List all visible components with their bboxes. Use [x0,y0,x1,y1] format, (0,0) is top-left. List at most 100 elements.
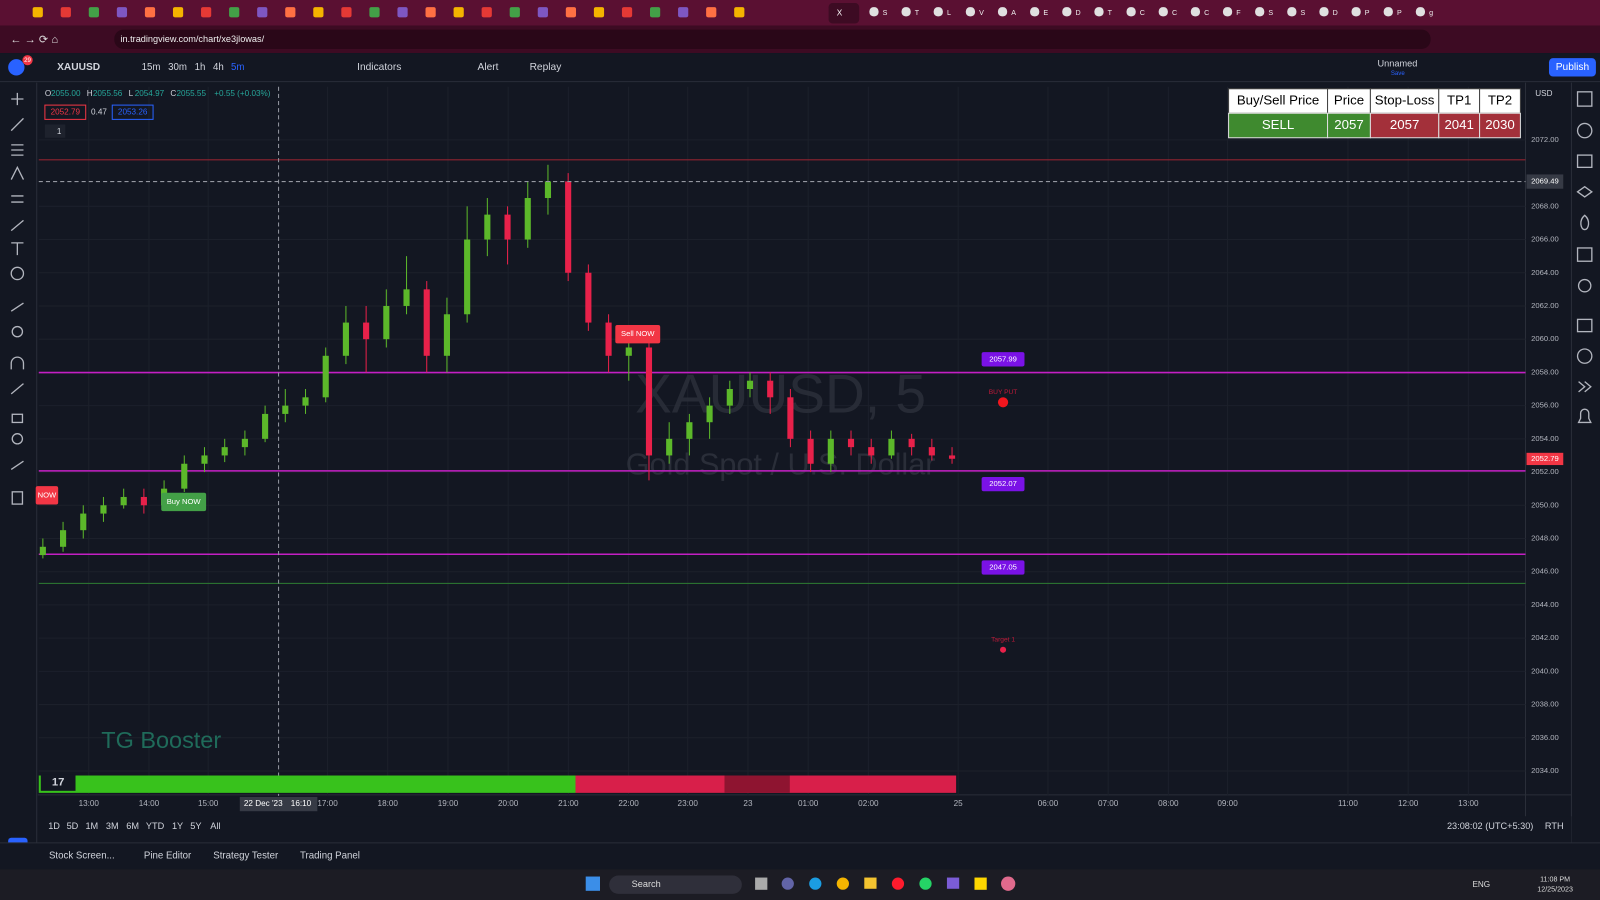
user-avatar[interactable] [8,59,25,76]
tab-icon[interactable] [678,7,689,18]
panel-tab[interactable]: Trading Panel [300,851,360,862]
taskbar-apps[interactable] [755,876,1016,891]
tab-icon[interactable] [88,7,99,18]
nav-buttons[interactable]: ← → ⟳ ⌂ [10,34,58,46]
tab-icon[interactable] [116,7,128,18]
tab-icon[interactable] [621,7,633,18]
tool-icons[interactable] [10,92,25,505]
tab-icon[interactable] [341,7,352,18]
tab-icon[interactable] [1415,7,1425,17]
range-button[interactable]: 1Y [172,821,183,831]
range-button[interactable]: YTD [146,821,165,831]
tab-icon[interactable] [201,7,212,18]
url-field[interactable] [114,29,1431,49]
tab-title: V [979,9,984,17]
sidebar-icons[interactable] [1576,91,1593,424]
tab-icon[interactable] [1351,7,1361,17]
table-header-cell [1369,88,1440,114]
tab-icon[interactable] [397,7,408,18]
active-tab[interactable] [828,3,860,24]
tab-icon[interactable] [369,7,380,18]
interval[interactable]: 5m [231,62,244,73]
tab-icon[interactable] [565,7,577,18]
interval[interactable]: 1h [195,62,206,73]
range-button[interactable]: 6M [126,821,139,831]
candle-body [706,405,713,423]
session[interactable]: RTH [1545,821,1564,831]
search-box[interactable] [609,875,742,894]
interval[interactable]: 4h [213,62,224,73]
candle-body [241,438,248,448]
table-cell [1369,112,1440,139]
interval[interactable]: 30m [168,62,187,73]
indicator-toggle[interactable] [44,124,66,138]
replay-button[interactable]: Replay [530,62,563,73]
publish-button[interactable] [1548,58,1596,77]
level-label-box [981,560,1025,575]
tab-icon[interactable] [172,7,184,18]
tab-icon[interactable] [1383,7,1393,17]
currency[interactable]: USD [1535,89,1552,98]
symbol[interactable]: XAUUSD [57,62,100,73]
tab-icon[interactable] [537,7,548,18]
indicators-button[interactable]: Indicators [357,62,401,73]
tab-icon[interactable] [229,7,240,18]
tab-icon[interactable] [60,7,71,18]
tab-icon[interactable] [901,7,911,17]
tab-icon[interactable] [997,7,1008,17]
alert-button[interactable]: Alert [478,62,499,73]
range-button[interactable]: 5Y [190,821,201,831]
range-button[interactable]: 1D [48,821,60,831]
panel-tab[interactable]: Pine Editor [144,851,192,862]
range-button[interactable]: 3M [106,821,119,831]
table-cell [1438,112,1481,139]
tab-icon[interactable] [1062,7,1072,17]
tab-icon[interactable] [453,7,464,18]
panel-tab[interactable]: Strategy Tester [213,851,279,862]
tab-icon[interactable] [257,7,268,18]
tab-icon[interactable] [933,7,943,17]
layout-name[interactable]: Unnamed [1378,59,1418,69]
tab-icon[interactable] [1222,7,1233,17]
tab-icon[interactable] [144,7,156,18]
candle-body [807,438,814,464]
start-button[interactable] [585,876,600,891]
panel-tab[interactable]: Stock Screen... [49,851,115,862]
tab-icon[interactable] [1319,7,1329,17]
legend: O 2055.00 H 2055.56 L 2054.97 C 2055.55 +0.55 (+… [45,89,271,98]
tab-icon[interactable] [965,7,975,17]
tab-icon[interactable] [593,7,605,18]
description-watermark: Gold Spot / U.S. Dollar [626,447,936,481]
tab-icon[interactable] [509,7,520,18]
y-tick-label: 2066.00 [1531,235,1559,244]
table-value: SELL [1262,117,1294,132]
tab-icon[interactable] [734,7,745,18]
tab-icon[interactable] [1030,7,1040,17]
ask-box [111,104,154,120]
language[interactable]: ENG [1472,880,1490,889]
tab-icon[interactable] [706,7,717,18]
interval[interactable]: 15m [142,62,161,73]
x-tick-label: 07:00 [1098,799,1119,808]
tab-icon[interactable] [1126,7,1136,17]
tab-icon[interactable] [1158,7,1168,17]
table-header: TP1 [1447,93,1471,108]
tab-icon[interactable] [313,7,324,18]
tab-icon[interactable] [650,7,661,18]
candle-body [605,322,612,356]
tab-icon[interactable] [1287,7,1297,17]
tab-icon[interactable] [425,7,436,18]
tab-icon[interactable] [869,7,879,17]
range-button[interactable]: 5D [67,821,79,831]
range-button[interactable]: All [210,821,220,831]
range-button[interactable]: 1M [85,821,98,831]
y-tick-label: 2048.00 [1531,534,1559,543]
ohlc-value: 2054.97 [135,89,165,98]
tab-icon[interactable] [285,7,296,18]
tab-icon[interactable] [481,7,492,18]
tab-title: g [1429,9,1433,17]
tab-icon[interactable] [32,7,43,18]
tab-icon[interactable] [1190,7,1200,17]
tab-icon[interactable] [1255,7,1265,17]
tab-icon[interactable] [1094,7,1104,17]
